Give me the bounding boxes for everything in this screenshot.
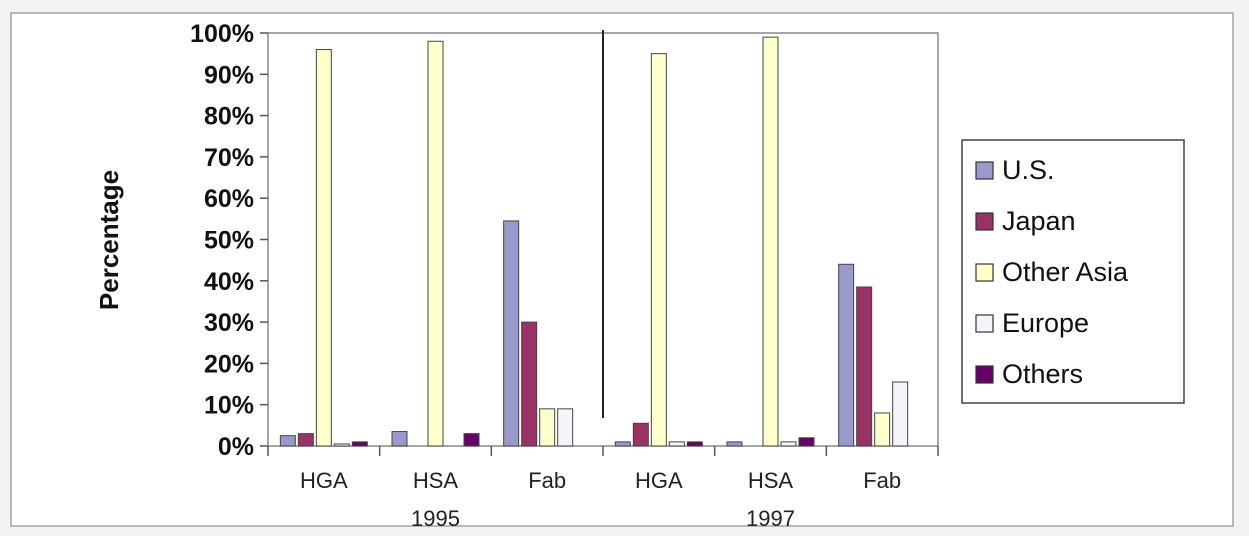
bar — [503, 220, 520, 447]
x-category-label: HGA — [635, 468, 683, 493]
bar — [762, 36, 779, 447]
y-tick-label: 70% — [204, 144, 254, 172]
x-category-label: HSA — [748, 468, 794, 493]
legend-label: Other Asia — [1002, 257, 1129, 287]
bar — [838, 263, 855, 447]
y-tick-label: 60% — [204, 185, 254, 213]
bar — [892, 381, 909, 447]
bar — [614, 441, 631, 447]
y-tick-label: 30% — [204, 309, 254, 337]
bar — [856, 286, 873, 447]
x-category-label: HGA — [300, 468, 348, 493]
legend-box — [961, 139, 1185, 404]
year-group-label: 1997 — [746, 506, 795, 531]
y-tick-label: 10% — [204, 392, 254, 420]
legend-label: Europe — [1002, 308, 1089, 338]
y-tick-label: 100% — [190, 20, 254, 48]
bar — [798, 437, 815, 447]
y-tick-label: 80% — [204, 103, 254, 131]
bar — [557, 408, 574, 447]
year-group-label: 1995 — [411, 506, 460, 531]
bar — [874, 412, 891, 447]
bar — [668, 441, 685, 447]
legend-label: Others — [1002, 359, 1083, 389]
x-category-label: Fab — [528, 468, 566, 493]
y-axis-label: Percentage — [94, 170, 124, 310]
bar — [279, 435, 296, 447]
y-tick-label: 40% — [204, 268, 254, 296]
y-tick-label: 20% — [204, 350, 254, 378]
legend: U.S. Japan Other Asia Europe Others — [961, 139, 1185, 404]
x-category-label: Fab — [863, 468, 901, 493]
y-tick-label: 90% — [204, 61, 254, 89]
bar — [521, 321, 538, 447]
bar — [427, 40, 444, 447]
legend-swatch — [975, 263, 994, 282]
legend-swatch — [975, 161, 994, 180]
bar — [780, 441, 797, 447]
bar — [539, 408, 556, 447]
legend-swatch — [975, 314, 994, 333]
y-tick-label: 50% — [204, 227, 254, 255]
bar — [391, 431, 408, 447]
legend-label: Japan — [1002, 206, 1076, 236]
legend-swatch — [975, 365, 994, 384]
y-tick-label: 0% — [218, 433, 254, 461]
bar — [632, 422, 649, 447]
bar — [351, 441, 368, 447]
legend-swatch — [975, 212, 994, 231]
bar — [315, 49, 332, 447]
legend-label: U.S. — [1002, 155, 1055, 185]
bar — [333, 443, 350, 447]
bar — [650, 53, 667, 447]
bar — [463, 433, 480, 447]
bar — [686, 441, 703, 447]
x-category-label: HSA — [413, 468, 459, 493]
bar — [297, 433, 314, 447]
bar — [726, 441, 743, 447]
